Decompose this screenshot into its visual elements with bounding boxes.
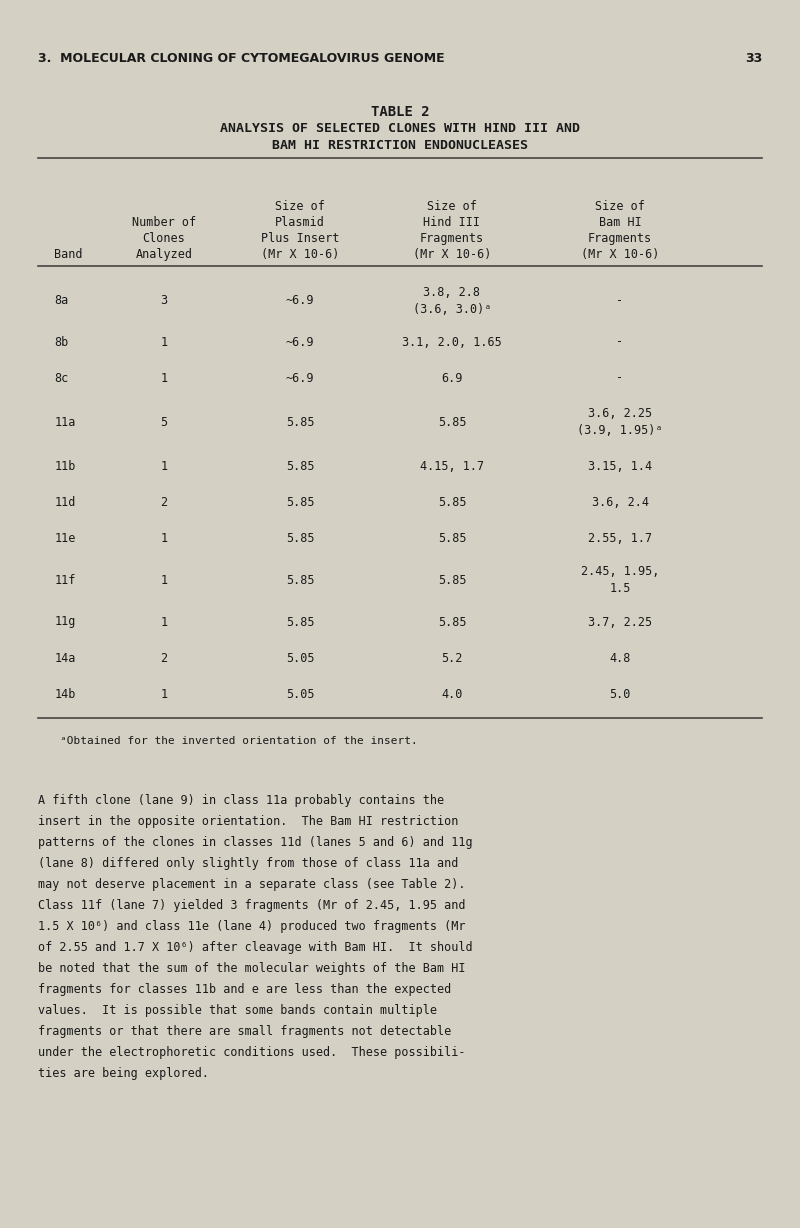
Text: 11f: 11f [54, 573, 76, 587]
Text: ~6.9: ~6.9 [286, 372, 314, 384]
Text: 11d: 11d [54, 496, 76, 508]
Text: A fifth clone (lane 9) in class 11a probably contains the: A fifth clone (lane 9) in class 11a prob… [38, 795, 444, 807]
Text: ᵃObtained for the inverted orientation of the insert.: ᵃObtained for the inverted orientation o… [60, 736, 418, 745]
Text: ~6.9: ~6.9 [286, 335, 314, 349]
Text: 5.2: 5.2 [442, 652, 462, 664]
Text: Plus Insert: Plus Insert [261, 232, 339, 246]
Text: 11a: 11a [54, 415, 76, 429]
Text: ~6.9: ~6.9 [286, 295, 314, 307]
Text: Fragments: Fragments [420, 232, 484, 246]
Text: 5.85: 5.85 [286, 573, 314, 587]
Text: 5.05: 5.05 [286, 688, 314, 700]
Text: insert in the opposite orientation.  The Bam HI restriction: insert in the opposite orientation. The … [38, 815, 458, 828]
Text: Hind III: Hind III [423, 216, 481, 228]
Text: Fragments: Fragments [588, 232, 652, 246]
Text: 1.5: 1.5 [610, 582, 630, 596]
Text: 11e: 11e [54, 532, 76, 544]
Text: 5.85: 5.85 [286, 496, 314, 508]
Text: 1.5 X 10⁶) and class 11e (lane 4) produced two fragments (Mr: 1.5 X 10⁶) and class 11e (lane 4) produc… [38, 920, 466, 933]
Text: 5.0: 5.0 [610, 688, 630, 700]
Text: 1: 1 [161, 459, 167, 473]
Text: (Mr X 10-6): (Mr X 10-6) [413, 248, 491, 262]
Text: 5.85: 5.85 [286, 532, 314, 544]
Text: 2.55, 1.7: 2.55, 1.7 [588, 532, 652, 544]
Text: 11g: 11g [54, 615, 76, 629]
Text: 5.85: 5.85 [438, 573, 466, 587]
Text: 4.15, 1.7: 4.15, 1.7 [420, 459, 484, 473]
Text: 8b: 8b [54, 335, 69, 349]
Text: Size of: Size of [427, 200, 477, 212]
Text: be noted that the sum of the molecular weights of the Bam HI: be noted that the sum of the molecular w… [38, 962, 466, 975]
Text: 3.6, 2.4: 3.6, 2.4 [591, 496, 649, 508]
Text: ANALYSIS OF SELECTED CLONES WITH HIND III AND: ANALYSIS OF SELECTED CLONES WITH HIND II… [220, 122, 580, 135]
Text: may not deserve placement in a separate class (see Table 2).: may not deserve placement in a separate … [38, 878, 466, 892]
Text: 5.85: 5.85 [286, 415, 314, 429]
Text: 2: 2 [161, 652, 167, 664]
Text: 11b: 11b [54, 459, 76, 473]
Text: 5.85: 5.85 [438, 615, 466, 629]
Text: 5.05: 5.05 [286, 652, 314, 664]
Text: 3.6, 2.25: 3.6, 2.25 [588, 406, 652, 420]
Text: (lane 8) differed only slightly from those of class 11a and: (lane 8) differed only slightly from tho… [38, 857, 458, 869]
Text: 5.85: 5.85 [286, 615, 314, 629]
Text: (Mr X 10-6): (Mr X 10-6) [261, 248, 339, 262]
Text: fragments for classes 11b and e are less than the expected: fragments for classes 11b and e are less… [38, 982, 451, 996]
Text: Bam HI: Bam HI [598, 216, 642, 228]
Text: Number of: Number of [132, 216, 196, 228]
Text: 1: 1 [161, 615, 167, 629]
Text: BAM HI RESTRICTION ENDONUCLEASES: BAM HI RESTRICTION ENDONUCLEASES [272, 139, 528, 152]
Text: 3.8, 2.8: 3.8, 2.8 [423, 286, 481, 298]
Text: (3.9, 1.95)ᵃ: (3.9, 1.95)ᵃ [578, 424, 662, 437]
Text: 2: 2 [161, 496, 167, 508]
Text: 3.  MOLECULAR CLONING OF CYTOMEGALOVIRUS GENOME: 3. MOLECULAR CLONING OF CYTOMEGALOVIRUS … [38, 52, 445, 65]
Text: 8c: 8c [54, 372, 69, 384]
Text: Class 11f (lane 7) yielded 3 fragments (Mr of 2.45, 1.95 and: Class 11f (lane 7) yielded 3 fragments (… [38, 899, 466, 912]
Text: 5: 5 [161, 415, 167, 429]
Text: 33: 33 [745, 52, 762, 65]
Text: fragments or that there are small fragments not detectable: fragments or that there are small fragme… [38, 1025, 451, 1038]
Text: 5.85: 5.85 [438, 415, 466, 429]
Text: 4.0: 4.0 [442, 688, 462, 700]
Text: 1: 1 [161, 372, 167, 384]
Text: Plasmid: Plasmid [275, 216, 325, 228]
Text: -: - [617, 295, 623, 307]
Text: 14a: 14a [54, 652, 76, 664]
Text: under the electrophoretic conditions used.  These possibili-: under the electrophoretic conditions use… [38, 1046, 466, 1059]
Text: 1: 1 [161, 573, 167, 587]
Text: 3.1, 2.0, 1.65: 3.1, 2.0, 1.65 [402, 335, 502, 349]
Text: values.  It is possible that some bands contain multiple: values. It is possible that some bands c… [38, 1005, 437, 1017]
Text: 1: 1 [161, 688, 167, 700]
Text: 4.8: 4.8 [610, 652, 630, 664]
Text: Band: Band [54, 248, 83, 262]
Text: Size of: Size of [595, 200, 645, 212]
Text: 2.45, 1.95,: 2.45, 1.95, [581, 565, 659, 578]
Text: ties are being explored.: ties are being explored. [38, 1067, 209, 1079]
Text: 3: 3 [161, 295, 167, 307]
Text: 3.7, 2.25: 3.7, 2.25 [588, 615, 652, 629]
Text: 6.9: 6.9 [442, 372, 462, 384]
Text: 3.15, 1.4: 3.15, 1.4 [588, 459, 652, 473]
Text: (Mr X 10-6): (Mr X 10-6) [581, 248, 659, 262]
Text: of 2.55 and 1.7 X 10⁶) after cleavage with Bam HI.  It should: of 2.55 and 1.7 X 10⁶) after cleavage wi… [38, 941, 473, 954]
Text: Analyzed: Analyzed [135, 248, 193, 262]
Text: -: - [617, 372, 623, 384]
Text: patterns of the clones in classes 11d (lanes 5 and 6) and 11g: patterns of the clones in classes 11d (l… [38, 836, 473, 849]
Text: Size of: Size of [275, 200, 325, 212]
Text: -: - [617, 335, 623, 349]
Text: Clones: Clones [142, 232, 186, 246]
Text: 5.85: 5.85 [438, 496, 466, 508]
Text: 1: 1 [161, 335, 167, 349]
Text: 14b: 14b [54, 688, 76, 700]
Text: 5.85: 5.85 [286, 459, 314, 473]
Text: TABLE 2: TABLE 2 [370, 106, 430, 119]
Text: (3.6, 3.0)ᵃ: (3.6, 3.0)ᵃ [413, 303, 491, 316]
Text: 5.85: 5.85 [438, 532, 466, 544]
Text: 1: 1 [161, 532, 167, 544]
Text: 8a: 8a [54, 295, 69, 307]
